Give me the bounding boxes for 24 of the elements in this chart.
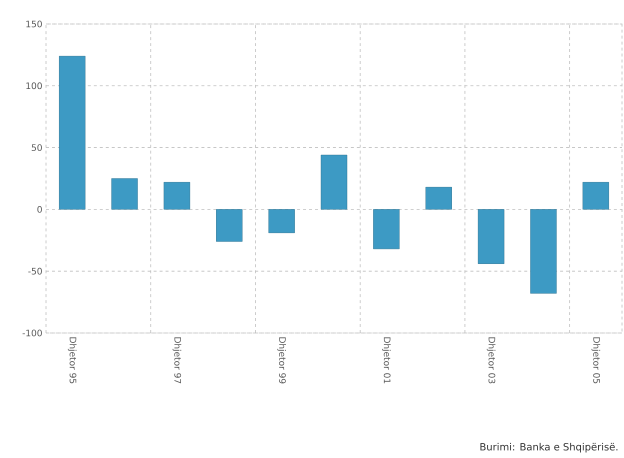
y-tick-label: 50 — [32, 144, 42, 151]
bar — [58, 56, 86, 210]
y-tick-label: -100 — [22, 330, 42, 336]
bar — [426, 186, 452, 210]
x-tick-label: Dhjetor 97 — [172, 337, 182, 384]
bar — [111, 178, 138, 210]
y-tick-label: 150 — [26, 20, 42, 28]
bar — [268, 209, 295, 234]
y-tick-label: 0 — [37, 206, 42, 213]
x-tick-label: Dhjetor 99 — [277, 337, 286, 384]
bar — [530, 209, 557, 294]
y-tick-label: -50 — [28, 268, 42, 275]
x-tick-label: Dhjetor 95 — [68, 337, 77, 384]
bar — [582, 182, 610, 210]
text: Burimi: Banka e Shqipërisë. — [480, 442, 618, 452]
x-tick-label: Dhjetor 01 — [382, 337, 391, 384]
bar — [478, 209, 504, 264]
bar — [373, 209, 400, 250]
bar — [164, 182, 190, 210]
x-tick-label: Dhjetor 05 — [591, 337, 600, 384]
y-tick-label: 100 — [26, 82, 42, 90]
bar — [320, 154, 348, 210]
x-tick-label: Dhjetor 03 — [486, 337, 496, 384]
bar — [216, 209, 242, 242]
